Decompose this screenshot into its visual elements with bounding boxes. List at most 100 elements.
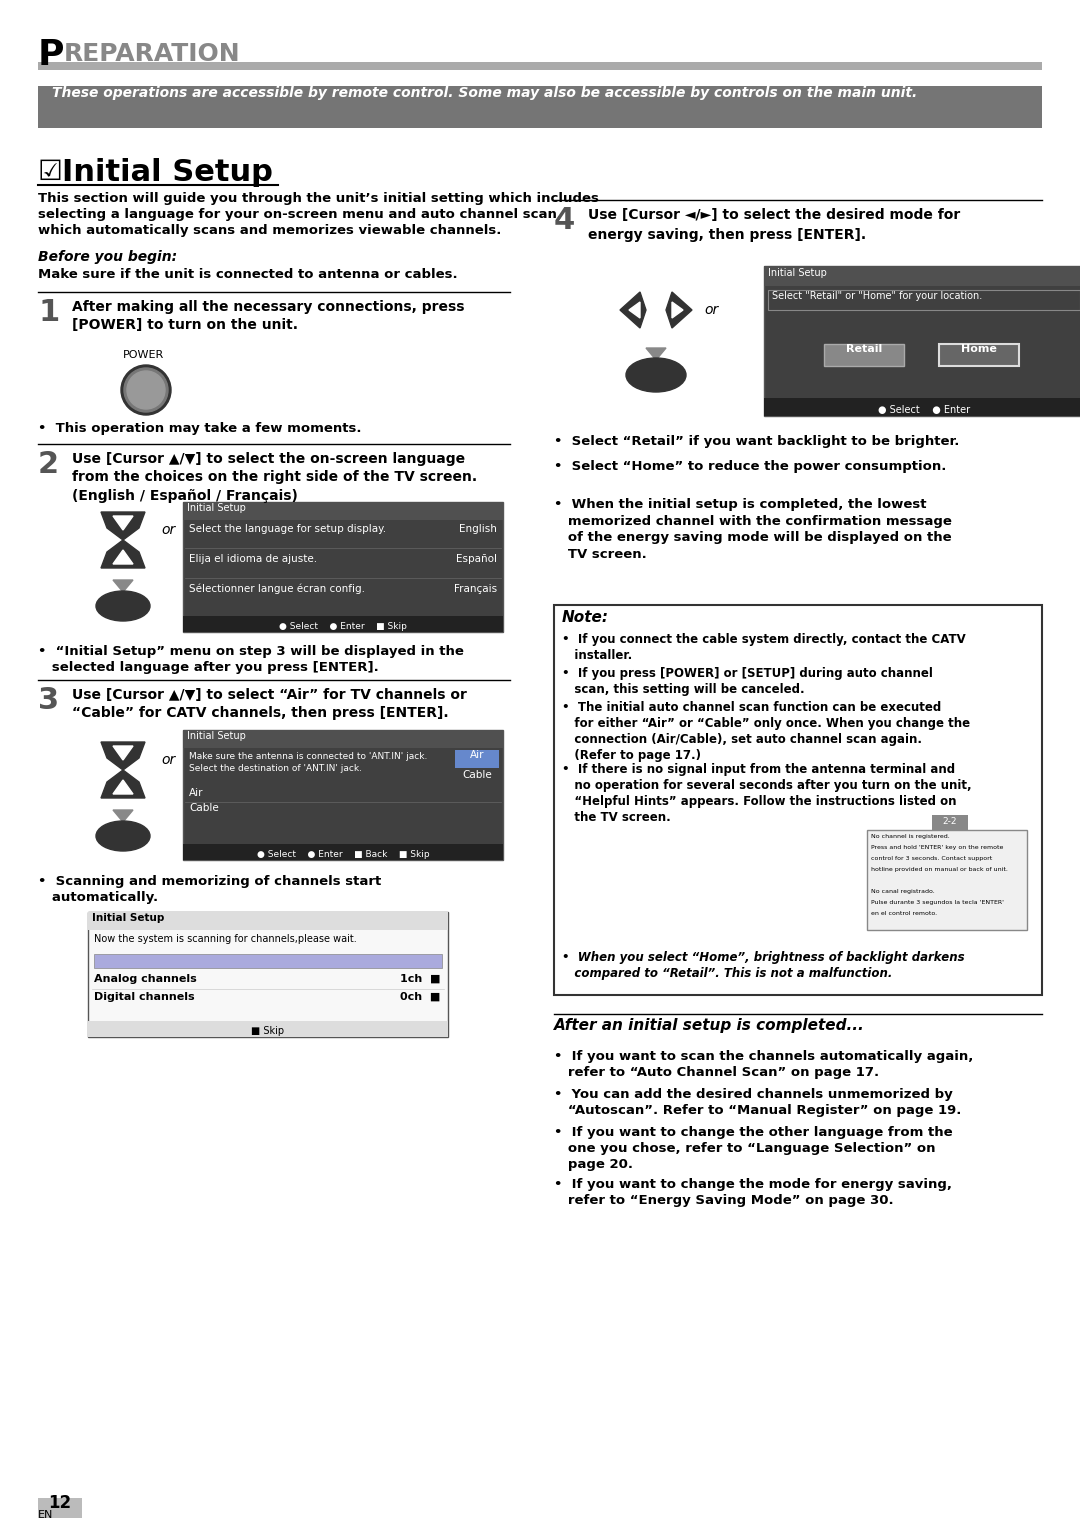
Ellipse shape xyxy=(121,365,171,415)
Text: •  When the initial setup is completed, the lowest
   memorized channel with the: • When the initial setup is completed, t… xyxy=(554,497,951,560)
Text: POWER: POWER xyxy=(123,349,164,360)
Text: or: or xyxy=(704,304,718,317)
Text: ● Select    ● Enter: ● Select ● Enter xyxy=(878,404,970,415)
Text: Initial Setup: Initial Setup xyxy=(62,159,273,188)
Text: •  Select “Retail” if you want backlight to be brighter.: • Select “Retail” if you want backlight … xyxy=(554,435,959,449)
Text: en el control remoto.: en el control remoto. xyxy=(870,911,937,916)
Ellipse shape xyxy=(96,821,150,852)
Text: Initial Setup: Initial Setup xyxy=(92,913,164,923)
Text: Air: Air xyxy=(189,787,203,798)
Text: Retail: Retail xyxy=(846,343,882,354)
Text: or: or xyxy=(161,752,175,768)
Text: Select the language for setup display.: Select the language for setup display. xyxy=(189,523,387,534)
Text: Make sure the antenna is connected to 'ANT.IN' jack.: Make sure the antenna is connected to 'A… xyxy=(189,752,428,761)
Text: 2: 2 xyxy=(38,450,59,479)
Text: •  If you press [POWER] or [SETUP] during auto channel
   scan, this setting wil: • If you press [POWER] or [SETUP] during… xyxy=(562,667,933,696)
Bar xyxy=(87,913,448,1038)
Text: No canal registrado.: No canal registrado. xyxy=(870,890,935,894)
Text: •  Scanning and memorizing of channels start
   automatically.: • Scanning and memorizing of channels st… xyxy=(38,874,381,903)
Text: Make sure if the unit is connected to antenna or cables.: Make sure if the unit is connected to an… xyxy=(38,269,458,281)
Bar xyxy=(183,729,503,748)
Text: 12: 12 xyxy=(49,1494,71,1512)
Bar xyxy=(932,815,968,830)
Text: Use [Cursor ◄/►] to select the desired mode for
energy saving, then press [ENTER: Use [Cursor ◄/►] to select the desired m… xyxy=(588,208,960,241)
Text: •  If you connect the cable system directly, contact the CATV
   installer.: • If you connect the cable system direct… xyxy=(562,633,966,662)
Polygon shape xyxy=(102,513,145,540)
Polygon shape xyxy=(666,291,692,328)
Text: After making all the necessary connections, press
[POWER] to turn on the unit.: After making all the necessary connectio… xyxy=(72,301,464,333)
Text: Cable: Cable xyxy=(462,771,491,780)
Text: English: English xyxy=(459,523,497,534)
Polygon shape xyxy=(113,580,133,592)
Ellipse shape xyxy=(96,591,150,621)
Text: Select the destination of 'ANT.IN' jack.: Select the destination of 'ANT.IN' jack. xyxy=(189,765,362,774)
Bar xyxy=(38,85,1042,128)
Polygon shape xyxy=(672,302,683,317)
Polygon shape xyxy=(629,302,640,317)
Polygon shape xyxy=(113,780,133,794)
Text: •  If you want to change the other language from the
   one you chose, refer to : • If you want to change the other langua… xyxy=(554,1126,953,1170)
Text: 1ch  ■: 1ch ■ xyxy=(400,974,440,984)
Text: Before you begin:: Before you begin: xyxy=(38,250,177,264)
Text: Sélectionner langue écran config.: Sélectionner langue écran config. xyxy=(189,584,365,595)
Text: Español: Español xyxy=(456,554,497,565)
Bar xyxy=(824,343,904,366)
Bar xyxy=(183,617,503,632)
Text: ENTER: ENTER xyxy=(638,369,674,380)
Bar xyxy=(183,502,503,632)
Text: After an initial setup is completed...: After an initial setup is completed... xyxy=(554,1018,865,1033)
Bar xyxy=(764,266,1080,285)
Text: Français: Français xyxy=(454,584,497,594)
Text: 2-2: 2-2 xyxy=(943,816,957,826)
Polygon shape xyxy=(113,746,133,760)
Polygon shape xyxy=(113,516,133,530)
Text: Air: Air xyxy=(470,749,484,760)
Text: P: P xyxy=(38,38,65,72)
Text: 4: 4 xyxy=(554,206,576,235)
Text: Note:: Note: xyxy=(562,610,609,626)
Text: ☑: ☑ xyxy=(38,159,63,186)
Text: Use [Cursor ▲/▼] to select “Air” for TV channels or
“Cable” for CATV channels, t: Use [Cursor ▲/▼] to select “Air” for TV … xyxy=(72,688,467,720)
Bar xyxy=(183,729,503,861)
Text: REPARATION: REPARATION xyxy=(64,43,241,66)
Bar xyxy=(183,844,503,861)
Text: •  When you select “Home”, brightness of backlight darkens
   compared to “Retai: • When you select “Home”, brightness of … xyxy=(562,951,964,980)
Text: •  If you want to scan the channels automatically again,
   refer to “Auto Chann: • If you want to scan the channels autom… xyxy=(554,1050,973,1079)
Bar xyxy=(939,343,1020,366)
Text: Cable: Cable xyxy=(189,803,219,813)
Text: or: or xyxy=(161,523,175,537)
Ellipse shape xyxy=(626,359,686,392)
Text: ENTER: ENTER xyxy=(107,832,139,841)
Ellipse shape xyxy=(127,371,165,409)
Bar xyxy=(87,1021,448,1038)
Text: Select "Retail" or "Home" for your location.: Select "Retail" or "Home" for your locat… xyxy=(772,291,982,301)
Polygon shape xyxy=(102,771,145,798)
Text: No channel is registered.: No channel is registered. xyxy=(870,835,949,839)
Text: ENTER: ENTER xyxy=(107,601,139,610)
Text: Elija el idioma de ajuste.: Elija el idioma de ajuste. xyxy=(189,554,318,565)
Bar xyxy=(768,290,1080,310)
Bar xyxy=(455,749,499,768)
Text: ● Select    ● Enter    ■ Back    ■ Skip: ● Select ● Enter ■ Back ■ Skip xyxy=(257,850,430,859)
Text: •  The initial auto channel scan function can be executed
   for either “Air” or: • The initial auto channel scan function… xyxy=(562,700,970,761)
Text: EN: EN xyxy=(38,1511,53,1520)
Polygon shape xyxy=(102,540,145,568)
Text: control for 3 seconds. Contact support: control for 3 seconds. Contact support xyxy=(870,856,993,861)
Polygon shape xyxy=(113,549,133,565)
Bar xyxy=(554,604,1042,995)
Polygon shape xyxy=(646,348,666,360)
Bar xyxy=(94,954,442,967)
Text: ● Select    ● Enter    ■ Skip: ● Select ● Enter ■ Skip xyxy=(279,623,407,630)
Bar xyxy=(38,63,1042,70)
Polygon shape xyxy=(620,291,646,328)
Text: •  If you want to change the mode for energy saving,
   refer to “Energy Saving : • If you want to change the mode for ene… xyxy=(554,1178,951,1207)
Text: ■ Skip: ■ Skip xyxy=(252,1025,284,1036)
Text: Initial Setup: Initial Setup xyxy=(768,269,827,278)
Text: This section will guide you through the unit’s initial setting which includes
se: This section will guide you through the … xyxy=(38,192,599,237)
Text: •  Select “Home” to reduce the power consumption.: • Select “Home” to reduce the power cons… xyxy=(554,459,946,473)
Text: These operations are accessible by remote control. Some may also be accessible b: These operations are accessible by remot… xyxy=(52,85,917,101)
Text: Now the system is scanning for channels,please wait.: Now the system is scanning for channels,… xyxy=(94,934,356,945)
Text: •  This operation may take a few moments.: • This operation may take a few moments. xyxy=(38,423,362,435)
Text: •  If there is no signal input from the antenna terminal and
   no operation for: • If there is no signal input from the a… xyxy=(562,763,972,824)
Text: Home: Home xyxy=(961,343,997,354)
